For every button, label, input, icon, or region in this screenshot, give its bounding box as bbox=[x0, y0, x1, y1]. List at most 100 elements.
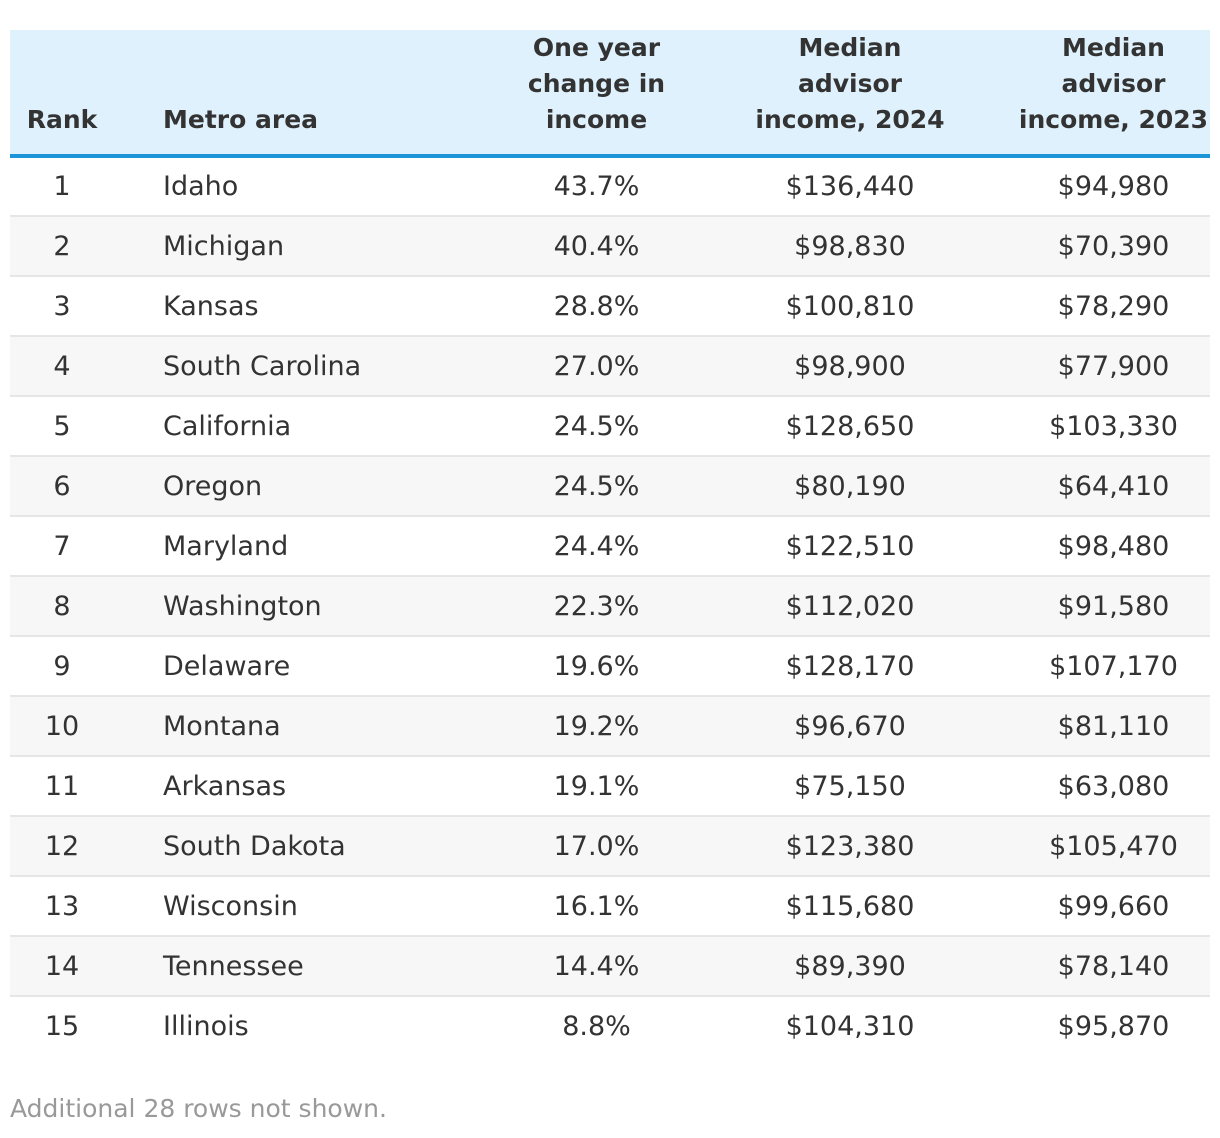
cell-median-income-2023: $77,900 bbox=[1017, 336, 1210, 397]
table-body: 1 Idaho 43.7% $136,440 $94,980 2 Michigan 40.4%… bbox=[10, 156, 1210, 1056]
cell-one-year-change: 19.6% bbox=[510, 636, 683, 697]
cell-metro-area: Kansas bbox=[114, 276, 510, 337]
cell-one-year-change: 24.4% bbox=[510, 516, 683, 577]
header-metro-area-label: Metro area bbox=[163, 105, 319, 134]
cell-median-income-2024: $115,680 bbox=[683, 876, 1017, 937]
cell-median-income-2023: $105,470 bbox=[1017, 816, 1210, 877]
cell-metro-area: Delaware bbox=[114, 636, 510, 697]
cell-median-income-2023: $63,080 bbox=[1017, 756, 1210, 817]
header-2023-line-2: advisor bbox=[1061, 69, 1166, 98]
header-median-income-2024[interactable]: Median advisor income, 2024 bbox=[683, 30, 1017, 158]
header-one-year-change[interactable]: One year change in income bbox=[510, 30, 683, 158]
cell-rank: 15 bbox=[44, 1011, 80, 1042]
cell-median-income-2023: $78,140 bbox=[1017, 936, 1210, 997]
table-row: 4 South Carolina 27.0% $98,900 $77,900 bbox=[10, 336, 1210, 397]
cell-rank: 2 bbox=[10, 216, 114, 277]
cell-metro-area: California bbox=[114, 396, 510, 457]
table-row: 12 South Dakota 17.0% $123,380 $105,470 bbox=[10, 816, 1210, 877]
cell-metro-area: Arkansas bbox=[114, 756, 510, 817]
header-rank-label: Rank bbox=[26, 105, 98, 134]
cell-median-income-2023: $81,110 bbox=[1017, 696, 1210, 757]
cell-metro-area: Oregon bbox=[114, 456, 510, 517]
table-row: 6 Oregon 24.5% $80,190 $64,410 bbox=[10, 456, 1210, 517]
cell-rank: 11 bbox=[10, 756, 114, 817]
cell-rank: 5 bbox=[10, 396, 114, 457]
cell-one-year-change: 14.4% bbox=[510, 936, 683, 997]
cell-metro-area: Illinois bbox=[163, 1011, 249, 1042]
table-row: 9 Delaware 19.6% $128,170 $107,170 bbox=[10, 636, 1210, 697]
table-row: 7 Maryland 24.4% $122,510 $98,480 bbox=[10, 516, 1210, 577]
cell-rank: 14 bbox=[10, 936, 114, 997]
table-row: 13 Wisconsin 16.1% $115,680 $99,660 bbox=[10, 876, 1210, 937]
cell-median-income-2024: $123,380 bbox=[683, 816, 1017, 877]
cell-metro-area: Montana bbox=[114, 696, 510, 757]
table-header-row: Rank Metro area One year change in incom… bbox=[10, 30, 1210, 158]
table-row: 5 California 24.5% $128,650 $103,330 bbox=[10, 396, 1210, 457]
cell-metro-area: Michigan bbox=[114, 216, 510, 277]
cell-median-income-2024: $75,150 bbox=[683, 756, 1017, 817]
footnote-rows-not-shown: Additional 28 rows not shown. bbox=[10, 1094, 387, 1123]
cell-rank: 13 bbox=[10, 876, 114, 937]
cell-one-year-change: 22.3% bbox=[510, 576, 683, 637]
cell-rank: 7 bbox=[10, 516, 114, 577]
cell-rank: 10 bbox=[10, 696, 114, 757]
cell-one-year-change: 19.2% bbox=[510, 696, 683, 757]
table-row: 10 Montana 19.2% $96,670 $81,110 bbox=[10, 696, 1210, 757]
table-row: 15 Illinois 8.8% $104,310 $95,870 bbox=[10, 996, 1210, 1056]
cell-median-income-2024: $104,310 bbox=[785, 1011, 915, 1042]
advisor-income-table: Rank Metro area One year change in incom… bbox=[10, 30, 1210, 1056]
cell-rank: 9 bbox=[10, 636, 114, 697]
cell-median-income-2024: $80,190 bbox=[683, 456, 1017, 517]
cell-one-year-change: 17.0% bbox=[510, 816, 683, 877]
cell-one-year-change: 40.4% bbox=[510, 216, 683, 277]
cell-median-income-2024: $98,900 bbox=[683, 336, 1017, 397]
cell-metro-area: Idaho bbox=[114, 156, 510, 217]
header-metro-area[interactable]: Metro area bbox=[114, 30, 510, 158]
cell-rank: 4 bbox=[10, 336, 114, 397]
cell-one-year-change: 19.1% bbox=[510, 756, 683, 817]
cell-metro-area: South Dakota bbox=[114, 816, 510, 877]
cell-median-income-2023: $70,390 bbox=[1017, 216, 1210, 277]
cell-median-income-2024: $89,390 bbox=[683, 936, 1017, 997]
cell-median-income-2023: $99,660 bbox=[1017, 876, 1210, 937]
cell-one-year-change: 27.0% bbox=[510, 336, 683, 397]
cell-rank: 8 bbox=[10, 576, 114, 637]
cell-median-income-2023: $103,330 bbox=[1017, 396, 1210, 457]
header-2023-line-1: Median bbox=[1062, 33, 1165, 62]
cell-one-year-change: 24.5% bbox=[510, 396, 683, 457]
header-2023-line-3: income, 2023 bbox=[1018, 105, 1209, 134]
cell-one-year-change: 8.8% bbox=[562, 1011, 631, 1042]
data-table-container: Rank Metro area One year change in incom… bbox=[10, 30, 1210, 1056]
cell-metro-area: Wisconsin bbox=[114, 876, 510, 937]
cell-metro-area: Washington bbox=[114, 576, 510, 637]
cell-median-income-2024: $122,510 bbox=[683, 516, 1017, 577]
cell-median-income-2023: $95,870 bbox=[1057, 1011, 1170, 1042]
cell-rank: 1 bbox=[10, 156, 114, 217]
cell-median-income-2023: $64,410 bbox=[1017, 456, 1210, 517]
table-row: 11 Arkansas 19.1% $75,150 $63,080 bbox=[10, 756, 1210, 817]
table-row: 2 Michigan 40.4% $98,830 $70,390 bbox=[10, 216, 1210, 277]
cell-median-income-2024: $96,670 bbox=[683, 696, 1017, 757]
cell-median-income-2024: $128,170 bbox=[683, 636, 1017, 697]
cell-median-income-2024: $98,830 bbox=[683, 216, 1017, 277]
cell-median-income-2023: $107,170 bbox=[1017, 636, 1210, 697]
header-rank[interactable]: Rank bbox=[10, 30, 114, 158]
header-2024-line-3: income, 2024 bbox=[755, 105, 945, 134]
table-row: 1 Idaho 43.7% $136,440 $94,980 bbox=[10, 156, 1210, 217]
cell-median-income-2024: $112,020 bbox=[683, 576, 1017, 637]
header-2024-line-2: advisor bbox=[797, 69, 903, 98]
header-change-line-3: income bbox=[545, 105, 648, 134]
header-2024-line-1: Median bbox=[798, 33, 902, 62]
cell-metro-area: Maryland bbox=[114, 516, 510, 577]
cell-median-income-2023: $98,480 bbox=[1017, 516, 1210, 577]
cell-one-year-change: 28.8% bbox=[510, 276, 683, 337]
header-change-line-1: One year bbox=[532, 33, 661, 62]
cell-metro-area: South Carolina bbox=[114, 336, 510, 397]
cell-rank: 6 bbox=[10, 456, 114, 517]
table-row: 14 Tennessee 14.4% $89,390 $78,140 bbox=[10, 936, 1210, 997]
header-change-line-2: change in bbox=[527, 69, 666, 98]
cell-median-income-2024: $100,810 bbox=[683, 276, 1017, 337]
cell-one-year-change: 24.5% bbox=[510, 456, 683, 517]
header-median-income-2023[interactable]: Median advisor income, 2023 bbox=[1017, 30, 1210, 158]
cell-rank: 12 bbox=[10, 816, 114, 877]
